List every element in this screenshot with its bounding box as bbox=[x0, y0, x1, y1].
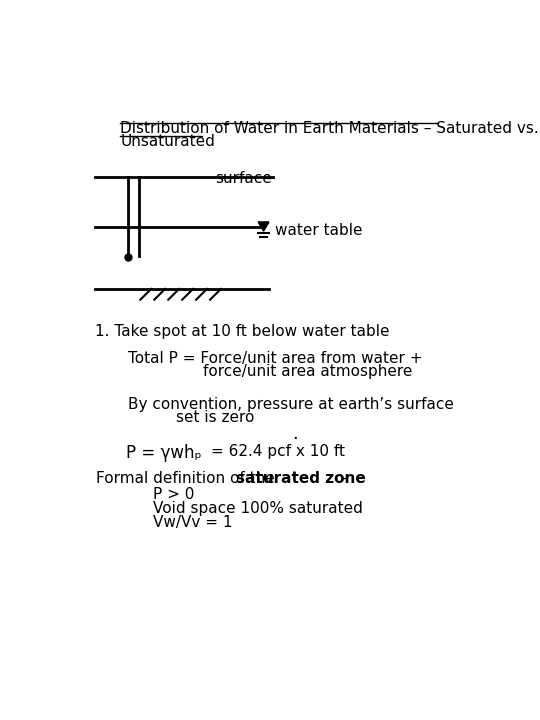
Text: water table: water table bbox=[275, 223, 363, 238]
Text: By convention, pressure at earth’s surface: By convention, pressure at earth’s surfa… bbox=[128, 397, 454, 412]
Text: Distribution of Water in Earth Materials – Saturated vs.: Distribution of Water in Earth Materials… bbox=[120, 121, 539, 136]
Text: P > 0: P > 0 bbox=[153, 487, 194, 502]
Text: Void space 100% saturated: Void space 100% saturated bbox=[153, 500, 363, 516]
Text: P = γwhₚ: P = γwhₚ bbox=[126, 444, 201, 462]
Text: Formal definition of the: Formal definition of the bbox=[96, 472, 280, 487]
Text: 1. Take spot at 10 ft below water table: 1. Take spot at 10 ft below water table bbox=[94, 323, 389, 338]
Text: .: . bbox=[292, 426, 298, 444]
Text: = 62.4 pcf x 10 ft: = 62.4 pcf x 10 ft bbox=[211, 444, 345, 459]
Text: -: - bbox=[337, 472, 348, 487]
Text: Total P = Force/unit area from water +: Total P = Force/unit area from water + bbox=[128, 351, 422, 366]
Polygon shape bbox=[258, 222, 269, 231]
Text: Unsaturated: Unsaturated bbox=[120, 134, 215, 149]
Text: force/unit area atmosphere: force/unit area atmosphere bbox=[203, 364, 413, 379]
Text: Vw/Vv = 1: Vw/Vv = 1 bbox=[153, 515, 232, 529]
Text: surface: surface bbox=[215, 171, 272, 186]
Text: set is zero: set is zero bbox=[176, 410, 254, 425]
Text: saturated zone: saturated zone bbox=[237, 472, 366, 487]
